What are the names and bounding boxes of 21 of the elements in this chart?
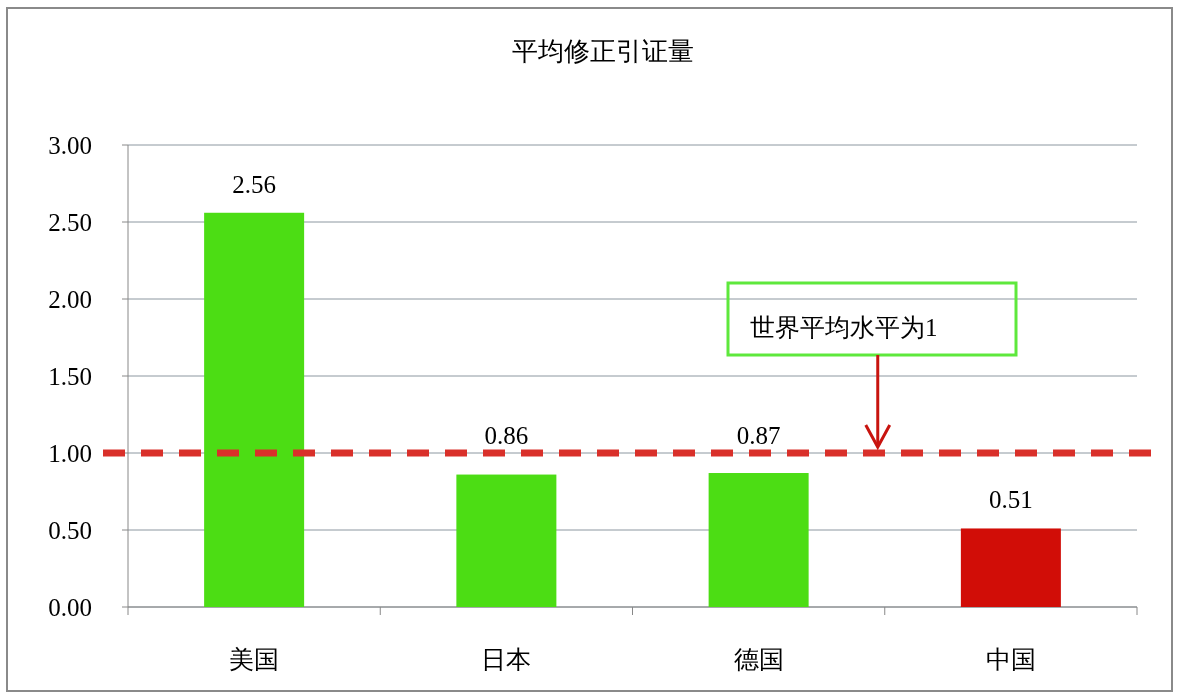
- ref-line-label: 世界平均水平为1: [750, 314, 938, 341]
- x-tick-label: 德国: [733, 646, 784, 673]
- x-tick-label: 中国: [985, 646, 1036, 673]
- y-tick-label: 2.00: [48, 286, 92, 313]
- chart-title: 平均修正引证量: [511, 37, 694, 66]
- data-label: 0.86: [484, 422, 529, 449]
- bar: [708, 473, 809, 607]
- x-tick-label: 日本: [481, 646, 532, 673]
- y-tick-label: 0.00: [48, 594, 92, 621]
- y-tick-label: 1.00: [48, 440, 92, 467]
- bar: [204, 212, 305, 607]
- data-label: 0.51: [989, 486, 1033, 514]
- y-tick-label: 0.50: [48, 517, 92, 544]
- data-label: 0.87: [736, 422, 781, 449]
- y-tick-label: 2.50: [48, 209, 92, 236]
- x-tick-label: 美国: [229, 646, 280, 673]
- y-tick-label: 3.00: [48, 132, 92, 159]
- bar: [960, 528, 1061, 607]
- y-tick-label: 1.50: [48, 363, 92, 390]
- data-label: 2.56: [232, 170, 276, 198]
- bar: [456, 474, 557, 607]
